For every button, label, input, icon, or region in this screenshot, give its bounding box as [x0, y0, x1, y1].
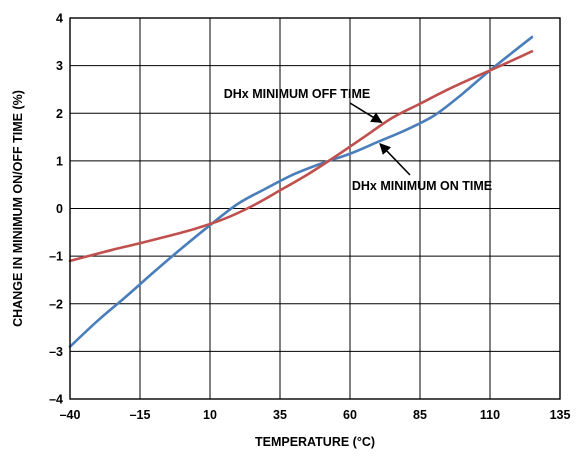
- x-tick-label: 60: [343, 408, 357, 422]
- annotation-min-on-time: DHx MINIMUM ON TIME: [352, 179, 492, 193]
- series-lines: [68, 35, 534, 348]
- x-tick-label: 10: [203, 408, 217, 422]
- x-tick-labels: –40 –15 10 35 60 85 110 135: [60, 408, 571, 422]
- series-min-off-time-line: [68, 50, 534, 263]
- x-tick-label: –15: [130, 408, 151, 422]
- grid: [69, 17, 561, 400]
- annotation-min-off-time: DHx MINIMUM OFF TIME: [224, 87, 371, 101]
- series-min-on-time-line: [68, 35, 534, 348]
- x-tick-label: 135: [550, 408, 571, 422]
- y-tick-label: –4: [49, 393, 63, 407]
- x-tick-label: 85: [413, 408, 427, 422]
- annotation-arrow-min-on-time: [379, 143, 411, 176]
- y-tick-label: –1: [49, 250, 63, 264]
- y-tick-label: –3: [49, 345, 63, 359]
- x-tick-label: 35: [273, 408, 287, 422]
- y-tick-labels: –4 –3 –2 –1 0 1 2 3 4: [49, 12, 63, 407]
- y-tick-label: 1: [56, 154, 63, 168]
- annotations: DHx MINIMUM OFF TIME DHx MINIMUM ON TIME: [224, 87, 492, 193]
- x-tick-label: 110: [480, 408, 500, 422]
- x-tick-label: –40: [60, 408, 81, 422]
- y-tick-label: 3: [56, 59, 63, 73]
- plot-frame: [69, 17, 561, 400]
- y-tick-label: 0: [56, 202, 63, 216]
- y-tick-label: 2: [56, 107, 63, 121]
- annotation-arrow-min-off-time: [349, 102, 383, 124]
- y-tick-label: 4: [56, 12, 63, 26]
- x-axis-title: TEMPERATURE (°C): [255, 435, 375, 449]
- y-axis-title: CHANGE IN MINIMUM ON/OFF TIME (%): [11, 90, 25, 327]
- y-tick-label: –2: [49, 297, 63, 311]
